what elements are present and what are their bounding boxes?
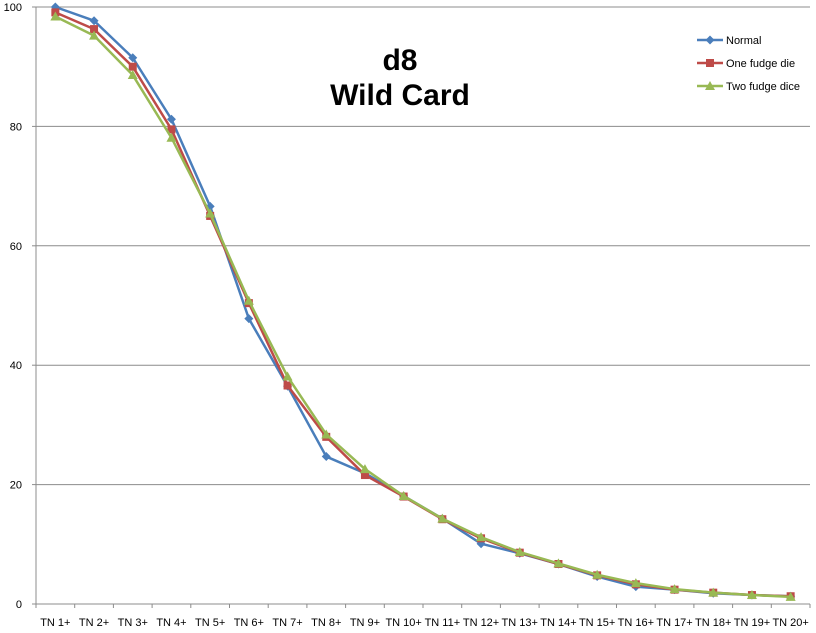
y-tick-label-60: 60 xyxy=(10,241,22,253)
legend-label-2: Two fudge dice xyxy=(726,81,800,93)
series-line-2 xyxy=(54,15,791,599)
data-point-2-17 xyxy=(708,587,719,597)
series-0 xyxy=(50,2,796,601)
data-point-2-8 xyxy=(359,464,370,474)
x-tick-label-2: TN 3+ xyxy=(118,617,148,629)
x-tick-label-3: TN 4+ xyxy=(156,617,186,629)
grid-lines xyxy=(36,6,810,486)
y-tick-label-0: 0 xyxy=(16,599,22,611)
x-tick-label-9: TN 10+ xyxy=(385,617,421,629)
x-tick-label-11: TN 12+ xyxy=(463,617,499,629)
data-point-2-2 xyxy=(127,70,138,80)
x-tick-label-8: TN 9+ xyxy=(350,617,380,629)
data-point-2-9 xyxy=(398,490,409,500)
data-point-2-3 xyxy=(166,132,177,142)
data-point-0-1 xyxy=(89,16,99,26)
legend-item-0: Normal xyxy=(697,35,761,47)
data-point-2-12 xyxy=(514,547,525,557)
x-tick-label-7: TN 8+ xyxy=(311,617,341,629)
legend-label-0: Normal xyxy=(726,35,761,47)
x-tick-label-17: TN 18+ xyxy=(695,617,731,629)
legend-item-2: Two fudge dice xyxy=(697,81,800,93)
x-tick-label-5: TN 6+ xyxy=(234,617,264,629)
data-point-2-14 xyxy=(592,569,603,579)
data-point-2-19 xyxy=(785,591,796,601)
y-tick-label-40: 40 xyxy=(10,360,22,372)
data-point-2-16 xyxy=(669,584,680,594)
data-point-0-7 xyxy=(321,452,331,462)
data-point-2-0 xyxy=(50,11,61,21)
legend-marker-0 xyxy=(705,35,715,45)
x-tick-label-19: TN 20+ xyxy=(772,617,808,629)
data-point-1-3 xyxy=(167,125,176,134)
data-point-2-18 xyxy=(746,590,757,600)
x-tick-label-14: TN 15+ xyxy=(579,617,615,629)
legend-item-1: One fudge die xyxy=(697,58,795,70)
data-point-2-10 xyxy=(437,513,448,523)
data-point-0-3 xyxy=(166,114,176,124)
y-axis-tick-labels: 0 20 40 60 80 100 xyxy=(4,2,22,611)
y-tick-label-80: 80 xyxy=(10,121,22,133)
legend-label-1: One fudge die xyxy=(726,58,795,70)
x-tick-label-15: TN 16+ xyxy=(618,617,654,629)
data-point-2-7 xyxy=(321,429,332,439)
series-group xyxy=(50,2,796,601)
x-tick-label-13: TN 14+ xyxy=(540,617,576,629)
x-axis-tick-labels: TN 1+ TN 2+ TN 3+ TN 4+ TN 5+ TN 6+ TN 7+ TN 8+… xyxy=(40,617,809,629)
chart-title-line-1: d8 xyxy=(382,44,418,77)
data-point-2-15 xyxy=(630,578,641,588)
legend-marker-2 xyxy=(705,81,715,90)
x-tick-label-16: TN 17+ xyxy=(656,617,692,629)
data-point-1-1 xyxy=(90,25,99,34)
data-point-2-1 xyxy=(89,30,100,40)
series-1 xyxy=(51,8,795,601)
data-point-2-6 xyxy=(282,371,293,381)
data-point-0-2 xyxy=(128,53,138,63)
x-tick-label-1: TN 2+ xyxy=(79,617,109,629)
data-point-1-6 xyxy=(283,381,292,390)
data-point-2-5 xyxy=(243,295,254,305)
data-point-2-11 xyxy=(476,532,487,542)
axes xyxy=(32,6,811,608)
legend: Normal One fudge die Two fudge dice xyxy=(697,35,800,93)
data-point-2-13 xyxy=(553,558,564,568)
data-point-0-5 xyxy=(244,314,254,324)
data-point-1-2 xyxy=(128,62,137,71)
x-tick-label-4: TN 5+ xyxy=(195,617,225,629)
x-tick-label-18: TN 19+ xyxy=(734,617,770,629)
y-tick-label-100: 100 xyxy=(4,2,22,14)
data-point-1-8 xyxy=(360,471,369,480)
x-tick-label-12: TN 13+ xyxy=(502,617,538,629)
legend-marker-1 xyxy=(706,59,714,67)
data-point-2-4 xyxy=(205,208,216,218)
chart-title-line-2: Wild Card xyxy=(330,79,470,112)
y-tick-label-20: 20 xyxy=(10,480,22,492)
series-2 xyxy=(50,11,796,601)
x-tick-label-0: TN 1+ xyxy=(40,617,70,629)
x-tick-label-6: TN 7+ xyxy=(272,617,302,629)
x-tick-label-10: TN 11+ xyxy=(425,617,461,629)
